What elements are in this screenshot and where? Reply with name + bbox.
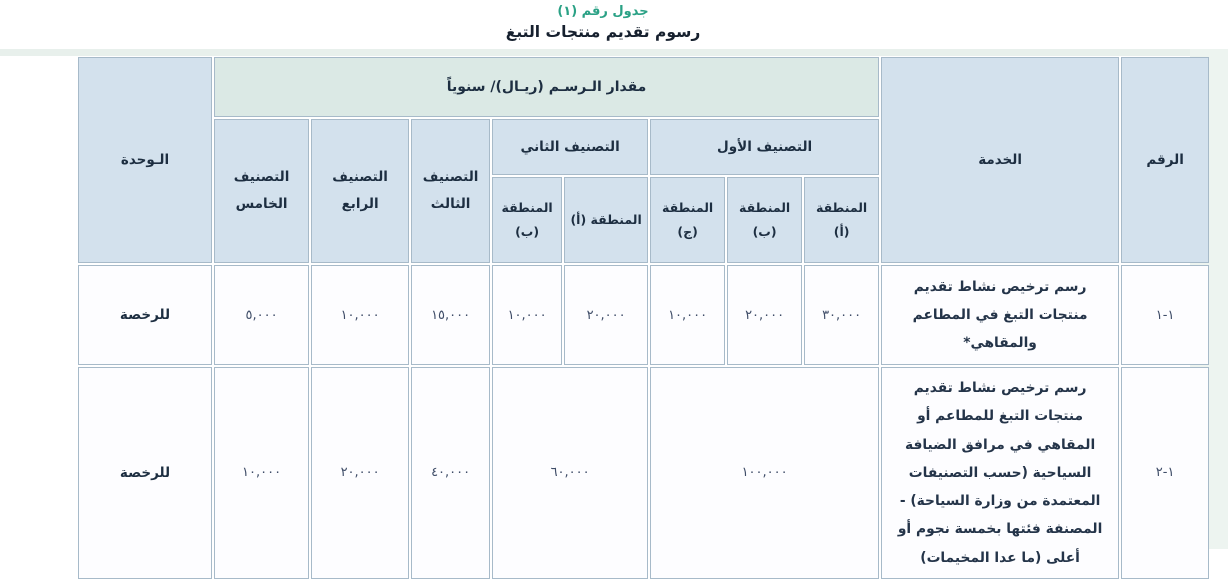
cell-row1-class1-zone-c: ١٠,٠٠٠ bbox=[650, 265, 726, 365]
header-class1-zone-b: المنطقة (ب) bbox=[727, 177, 803, 263]
cell-row1-class2-zone-a: ٢٠,٠٠٠ bbox=[564, 265, 649, 365]
cell-row1-service: رسم ترخيص نشاط تقديم منتجات التبغ في الم… bbox=[881, 265, 1120, 365]
cell-row2-number: ١-٢ bbox=[1121, 367, 1210, 579]
header-unit: الـوحدة bbox=[78, 57, 212, 263]
cell-row1-class5: ٥,٠٠٠ bbox=[214, 265, 310, 365]
header-service: الخدمة bbox=[881, 57, 1120, 263]
tobacco-fees-table: الرقم الخدمة مقدار الـرسـم (ريـال)/ سنوي… bbox=[76, 55, 1211, 581]
table-row-1-2: ١-٢ رسم ترخيص نشاط تقديم منتجات التبغ لل… bbox=[78, 367, 1210, 579]
background-strip bbox=[0, 49, 1228, 56]
cell-row1-class1-zone-a: ٣٠,٠٠٠ bbox=[804, 265, 880, 365]
cell-row2-unit: للرخصة bbox=[78, 367, 212, 579]
page-title: رسوم تقديم منتجات التبغ bbox=[505, 23, 701, 41]
header-classification-3: التصنيف الثالث bbox=[411, 119, 491, 263]
cell-row2-class5: ١٠,٠٠٠ bbox=[214, 367, 310, 579]
cell-row1-unit: للرخصة bbox=[78, 265, 212, 365]
page-header: جدول رقم (١) رسوم تقديم منتجات التبغ bbox=[0, 4, 1206, 41]
cell-row1-class3: ١٥,٠٠٠ bbox=[411, 265, 491, 365]
cell-row2-class1-merged: ١٠٠,٠٠٠ bbox=[650, 367, 880, 579]
cell-row2-class4: ٢٠,٠٠٠ bbox=[311, 367, 410, 579]
cell-row2-class2-merged: ٦٠,٠٠٠ bbox=[492, 367, 649, 579]
header-classification-2: التصنيف الثاني bbox=[492, 119, 649, 175]
header-classification-1: التصنيف الأول bbox=[650, 119, 880, 175]
header-class1-zone-c: المنطقة (ج) bbox=[650, 177, 726, 263]
header-classification-4: التصنيف الرابع bbox=[311, 119, 410, 263]
header-class2-zone-b: المنطقة (ب) bbox=[492, 177, 563, 263]
cell-row1-class1-zone-b: ٢٠,٠٠٠ bbox=[727, 265, 803, 365]
cell-row1-number: ١-١ bbox=[1121, 265, 1210, 365]
header-class1-zone-a: المنطقة (أ) bbox=[804, 177, 880, 263]
header-number: الرقم bbox=[1121, 57, 1210, 263]
header-fee-amount-band: مقدار الـرسـم (ريـال)/ سنوياً bbox=[214, 57, 880, 117]
header-classification-5: التصنيف الخامس bbox=[214, 119, 310, 263]
header-class2-zone-a: المنطقة (أ) bbox=[564, 177, 649, 263]
cell-row1-class4: ١٠,٠٠٠ bbox=[311, 265, 410, 365]
table-row-1-1: ١-١ رسم ترخيص نشاط تقديم منتجات التبغ في… bbox=[78, 265, 1210, 365]
table-number-title: جدول رقم (١) bbox=[557, 4, 649, 19]
cell-row2-service: رسم ترخيص نشاط تقديم منتجات التبغ للمطاع… bbox=[881, 367, 1120, 579]
cell-row1-class2-zone-b: ١٠,٠٠٠ bbox=[492, 265, 563, 365]
cell-row2-class3: ٤٠,٠٠٠ bbox=[411, 367, 491, 579]
